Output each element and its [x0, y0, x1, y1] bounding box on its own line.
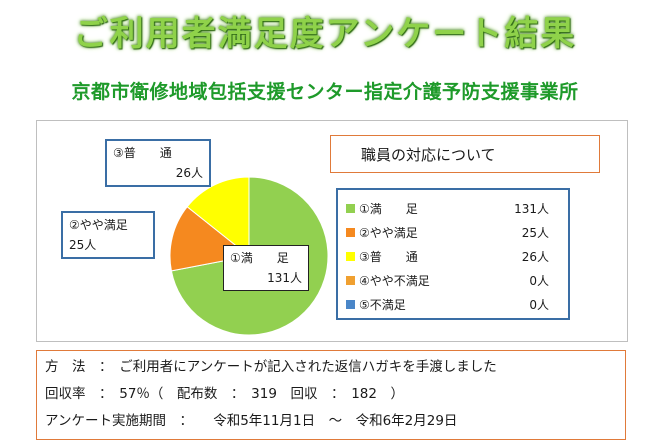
callout-normal-value: 26人: [175, 166, 203, 180]
legend-label: ⑤不満足: [359, 297, 406, 312]
callout-satisfied: ①満 足 131人: [223, 245, 309, 291]
legend-item-dissatisfied: ⑤不満足 0人: [346, 292, 560, 316]
callout-satisfied-value: 131人: [267, 271, 302, 285]
survey-method: 方 法 ： ご利用者にアンケートが記入された返信ハガキを手渡しました: [45, 359, 497, 375]
callout-somewhat-satisfied: ②やや満足 25人: [61, 211, 155, 259]
legend-value: 0人: [529, 273, 549, 288]
survey-info: 方 法 ： ご利用者にアンケートが記入された返信ハガキを手渡しました 回収率 ：…: [36, 350, 626, 440]
legend-value: 0人: [529, 297, 549, 312]
legend: ①満 足 131人 ②やや満足 25人 ③普 通 26人 ④やや不満足 0人 ⑤…: [336, 188, 570, 320]
callout-somewhat-satisfied-label: ②やや満足: [69, 218, 128, 232]
callout-normal: ③普 通 26人: [105, 139, 211, 187]
legend-label: ②やや満足: [359, 225, 418, 240]
callout-somewhat-satisfied-value: 25人: [69, 238, 97, 252]
legend-swatch: [346, 299, 355, 309]
legend-value: 25人: [521, 225, 549, 240]
legend-value: 26人: [521, 249, 549, 264]
office-name: 京都市衛修地域包括支援センター指定介護予防支援事業所: [71, 81, 579, 103]
chart-title: 職員の対応について: [330, 135, 600, 173]
callout-satisfied-label: ①満 足: [230, 251, 289, 265]
legend-swatch: [346, 275, 355, 285]
legend-label: ①満 足: [359, 201, 418, 216]
legend-label: ④やや不満足: [359, 273, 430, 288]
legend-label: ③普 通: [359, 249, 418, 264]
page-title: ご利用者満足度アンケート結果: [73, 14, 577, 54]
survey-period: アンケート実施期間 ： 令和5年11月1日 ～ 令和6年2月29日: [45, 413, 458, 429]
legend-value: 131人: [514, 201, 549, 216]
legend-swatch: [346, 227, 355, 237]
legend-item-somewhat-dissatisfied: ④やや不満足 0人: [346, 268, 560, 292]
response-rate: 回収率 ： 57％（ 配布数 ： 319 回収 ： 182 ）: [45, 386, 404, 402]
legend-item-normal: ③普 通 26人: [346, 244, 560, 268]
legend-item-somewhat-satisfied: ②やや満足 25人: [346, 220, 560, 244]
callout-normal-label: ③普 通: [113, 146, 172, 160]
legend-swatch: [346, 251, 355, 261]
legend-swatch: [346, 203, 355, 213]
pie-slice-normal: [186, 176, 250, 258]
legend-item-satisfied: ①満 足 131人: [346, 196, 560, 220]
